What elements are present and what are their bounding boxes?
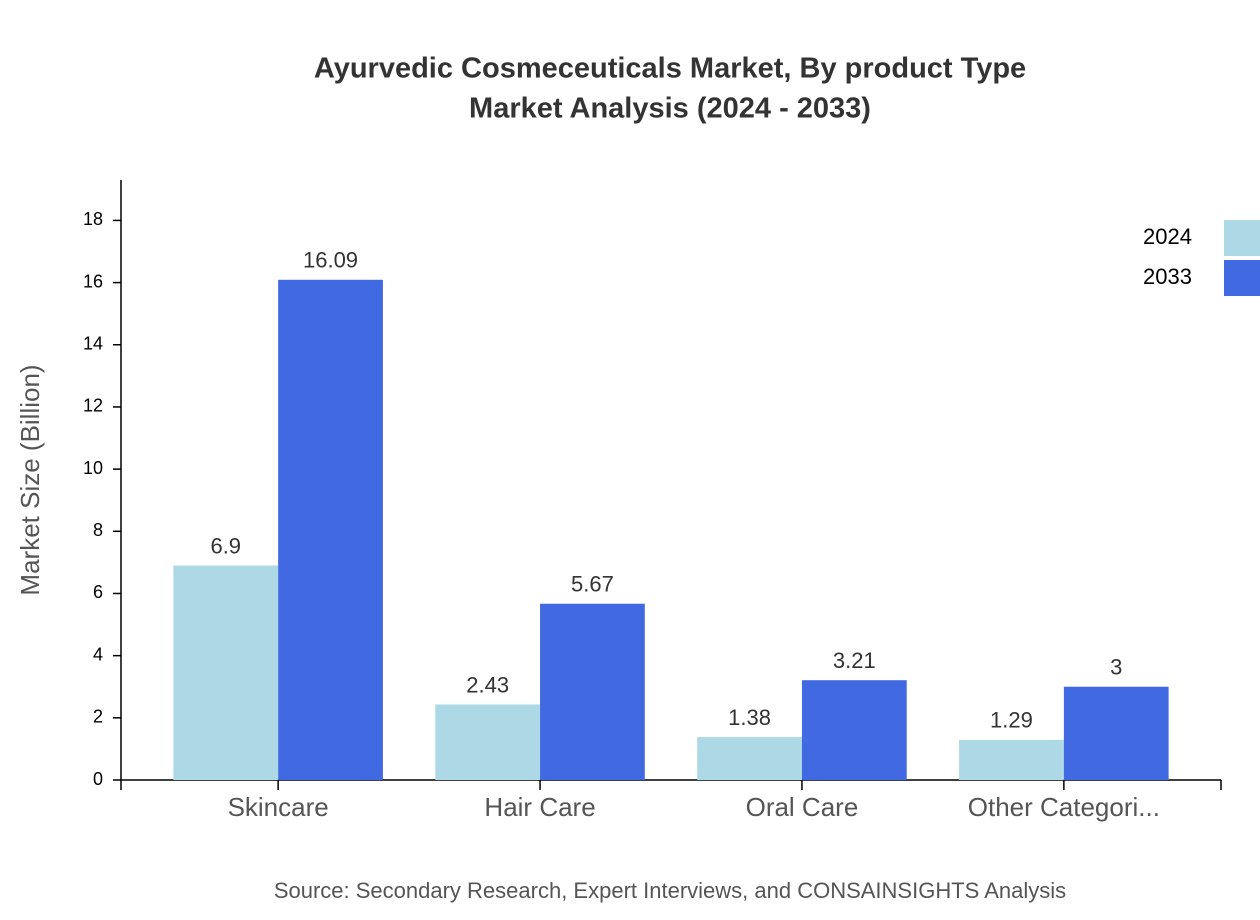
bar	[697, 737, 802, 780]
x-tick-label: Oral Care	[746, 792, 859, 822]
chart-subtitle: Market Analysis (2024 - 2033)	[469, 93, 871, 125]
y-tick-label: 16	[83, 271, 103, 291]
x-tick-label: Skincare	[228, 792, 329, 822]
y-tick-label: 0	[93, 769, 103, 789]
bar	[540, 603, 645, 780]
legend-swatch	[1224, 260, 1260, 296]
y-tick-label: 6	[93, 582, 103, 602]
y-tick-label: 8	[93, 520, 103, 540]
x-tick-label: Hair Care	[484, 792, 595, 822]
value-label: 3.21	[833, 648, 876, 673]
value-label: 1.38	[728, 705, 771, 730]
source-note: Source: Secondary Research, Expert Inter…	[274, 878, 1066, 903]
bar	[959, 739, 1064, 780]
bar	[801, 680, 907, 780]
y-tick-label: 12	[83, 396, 103, 416]
y-tick-label: 4	[93, 644, 103, 664]
value-label: 5.67	[571, 572, 614, 597]
bar	[1063, 686, 1169, 780]
value-label: 6.9	[210, 533, 241, 558]
y-tick-label: 10	[83, 458, 103, 478]
bar	[173, 565, 279, 780]
legend-swatch	[1224, 220, 1260, 256]
value-label: 16.09	[303, 248, 358, 273]
y-tick-label: 18	[83, 209, 103, 229]
bar	[435, 704, 541, 780]
value-label: 1.29	[990, 708, 1033, 733]
x-tick-label: Other Categori...	[968, 792, 1160, 822]
y-tick-label: 14	[83, 334, 103, 354]
chart-title: Ayurvedic Cosmeceuticals Market, By prod…	[314, 53, 1026, 85]
value-label: 3	[1110, 655, 1122, 680]
bar	[278, 279, 383, 780]
y-axis-label: Market Size (Billion)	[15, 364, 45, 595]
y-tick-label: 2	[93, 707, 103, 727]
legend-label: 2033	[1143, 264, 1192, 289]
legend-label: 2024	[1143, 224, 1192, 249]
value-label: 2.43	[466, 672, 509, 697]
